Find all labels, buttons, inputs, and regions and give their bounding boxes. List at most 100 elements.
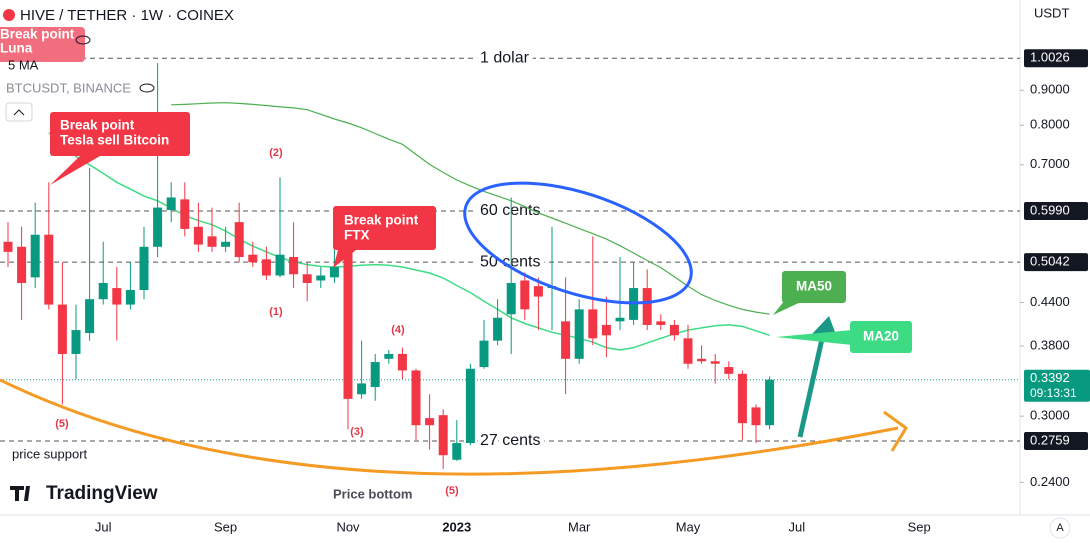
eye-icon[interactable] <box>139 83 155 93</box>
candle-body <box>139 246 149 291</box>
price-tag <box>1024 49 1088 68</box>
callout-text: MA50 <box>796 279 832 294</box>
branding[interactable]: TradingView <box>46 483 158 504</box>
y-tick-label: 0.2400 <box>1030 474 1070 489</box>
arrow-head <box>883 410 908 452</box>
price-tag-label: 0.5042 <box>1030 254 1070 269</box>
price-line-label: 1 dolar <box>480 49 530 66</box>
wave-label: (1) <box>269 306 283 318</box>
y-tick-label: 0.4400 <box>1030 294 1070 309</box>
callout-pointer <box>333 250 356 268</box>
eye-icon[interactable] <box>75 35 91 45</box>
candle-body <box>397 353 407 371</box>
candle-body <box>669 324 679 336</box>
candle-body <box>234 222 244 258</box>
currency[interactable]: USDT <box>1034 5 1069 20</box>
collapse-button[interactable] <box>5 102 33 122</box>
candle-body <box>737 373 747 424</box>
candle-body <box>193 226 203 245</box>
candle-body <box>261 259 271 276</box>
candle-body <box>520 280 530 310</box>
candle-body <box>683 338 693 364</box>
highlight-ellipse <box>463 181 693 305</box>
candle-body <box>438 415 448 456</box>
candle-body <box>710 361 720 364</box>
y-tick-label: 0.3000 <box>1030 408 1070 423</box>
callout-box <box>50 112 190 156</box>
callout-box <box>333 206 436 250</box>
callout-text: MA20 <box>863 329 899 344</box>
wave-label: (2) <box>269 147 283 159</box>
support-curve <box>0 378 899 476</box>
logo-icon <box>10 486 30 501</box>
candle-body <box>302 274 312 283</box>
candle-body <box>357 383 367 395</box>
candle-body <box>248 254 258 263</box>
candle-body <box>574 309 584 359</box>
price-tag <box>1024 253 1088 272</box>
candle-body <box>384 353 394 359</box>
scale-button[interactable] <box>1049 517 1071 539</box>
chart-title: HIVE / TETHER · 1W · COINEX <box>20 7 234 24</box>
last-price-tag <box>1024 369 1090 402</box>
candle-body <box>289 257 299 275</box>
wave-label: (4) <box>391 324 405 336</box>
candle-body <box>697 358 707 362</box>
candle-body <box>642 288 652 325</box>
ma-line <box>171 102 770 315</box>
x-tick-label: Sep <box>908 519 931 534</box>
note: Price bottom <box>333 486 412 501</box>
callout-box <box>850 321 912 353</box>
callout-pointer <box>773 300 805 315</box>
indicator-label: BTCUSDT, BINANCE <box>6 80 131 95</box>
candle-body <box>85 299 95 334</box>
candle-body <box>3 241 13 252</box>
wave-label: (5) <box>445 485 459 497</box>
x-tick-label: Nov <box>336 519 360 534</box>
x-tick-label: May <box>676 519 701 534</box>
candle-body <box>17 246 27 283</box>
candle-body <box>30 234 40 278</box>
callout-text: Break point <box>344 213 419 228</box>
callout-text: Break point <box>60 118 135 133</box>
y-tick-label: 0.8000 <box>1030 117 1070 132</box>
callout-box <box>782 271 846 303</box>
candle-body <box>724 367 734 374</box>
indicator-label: 5 MA <box>8 57 39 72</box>
price-tag-label: 0.5990 <box>1030 202 1070 217</box>
candle-body <box>506 282 516 315</box>
candle-body <box>561 321 571 359</box>
candle-body <box>98 282 108 300</box>
candle-body <box>207 236 217 247</box>
callout-text: Tesla sell Bitcoin <box>60 133 169 148</box>
candle-body <box>425 418 435 426</box>
callout-text: Luna <box>0 41 33 56</box>
wave-label: (5) <box>55 418 69 430</box>
y-tick-label: 0.7000 <box>1030 156 1070 171</box>
price-tag-label: 0.2759 <box>1030 432 1070 447</box>
candle-body <box>44 234 54 305</box>
candle-body <box>316 275 326 281</box>
candle-body <box>112 288 122 305</box>
candle-body <box>329 267 339 278</box>
price-line-label: 60 cents <box>480 202 540 219</box>
x-tick-label: Jul <box>788 519 805 534</box>
callout-pointer <box>50 156 100 185</box>
candle-body <box>221 241 231 247</box>
candle-body <box>465 368 475 444</box>
candle-body <box>479 340 489 368</box>
note: price support <box>12 446 88 461</box>
scale-mode[interactable]: A <box>1056 522 1064 534</box>
candle-body <box>656 321 666 325</box>
callout-pointer <box>776 330 852 345</box>
x-tick-label: Jul <box>95 519 112 534</box>
x-tick-label: Mar <box>568 519 591 534</box>
x-tick-label: 2023 <box>442 519 471 534</box>
last-price-label: 0.3392 <box>1030 370 1070 385</box>
candle-body <box>71 330 81 354</box>
candle-body <box>57 304 67 354</box>
symbol-icon <box>3 9 15 21</box>
